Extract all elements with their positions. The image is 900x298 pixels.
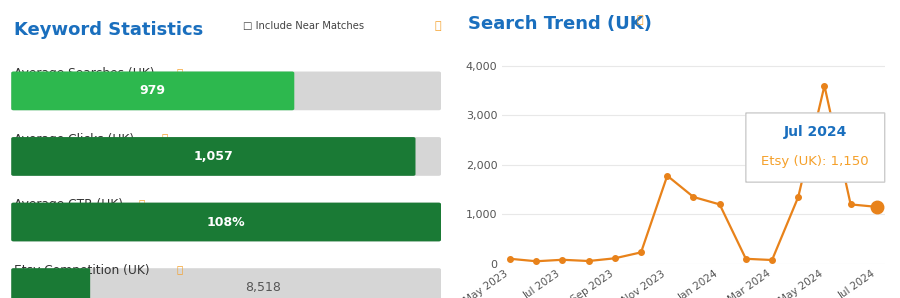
Text: 8,518: 8,518: [246, 281, 282, 294]
Text: Search Trend (UK): Search Trend (UK): [468, 15, 652, 33]
Text: ⓘ: ⓘ: [139, 198, 144, 208]
FancyBboxPatch shape: [746, 113, 885, 182]
Text: Etsy (UK): 1,150: Etsy (UK): 1,150: [761, 155, 869, 168]
Text: 979: 979: [140, 84, 166, 97]
FancyBboxPatch shape: [11, 137, 441, 176]
FancyBboxPatch shape: [11, 72, 441, 110]
Text: 1,057: 1,057: [194, 150, 233, 163]
FancyBboxPatch shape: [11, 72, 294, 110]
Text: ⓘ: ⓘ: [176, 264, 183, 274]
FancyBboxPatch shape: [11, 137, 416, 176]
FancyBboxPatch shape: [11, 268, 90, 298]
Text: Jul 2024: Jul 2024: [784, 125, 847, 139]
Text: Average CTR (UK): Average CTR (UK): [14, 198, 122, 211]
Text: ⓘ: ⓘ: [636, 15, 643, 25]
Text: ⓘ: ⓘ: [161, 133, 167, 143]
Text: Etsy Competition (UK): Etsy Competition (UK): [14, 264, 149, 277]
FancyBboxPatch shape: [11, 268, 441, 298]
Text: Average Clicks (UK): Average Clicks (UK): [14, 133, 133, 146]
Text: Keyword Statistics: Keyword Statistics: [14, 21, 203, 39]
Text: ⓘ: ⓘ: [434, 21, 441, 31]
FancyBboxPatch shape: [11, 203, 441, 241]
FancyBboxPatch shape: [11, 203, 441, 241]
Text: 108%: 108%: [207, 215, 246, 229]
Text: □ Include Near Matches: □ Include Near Matches: [243, 21, 365, 31]
Text: Average Searches (UK): Average Searches (UK): [14, 67, 154, 80]
Text: ⓘ: ⓘ: [176, 67, 183, 77]
